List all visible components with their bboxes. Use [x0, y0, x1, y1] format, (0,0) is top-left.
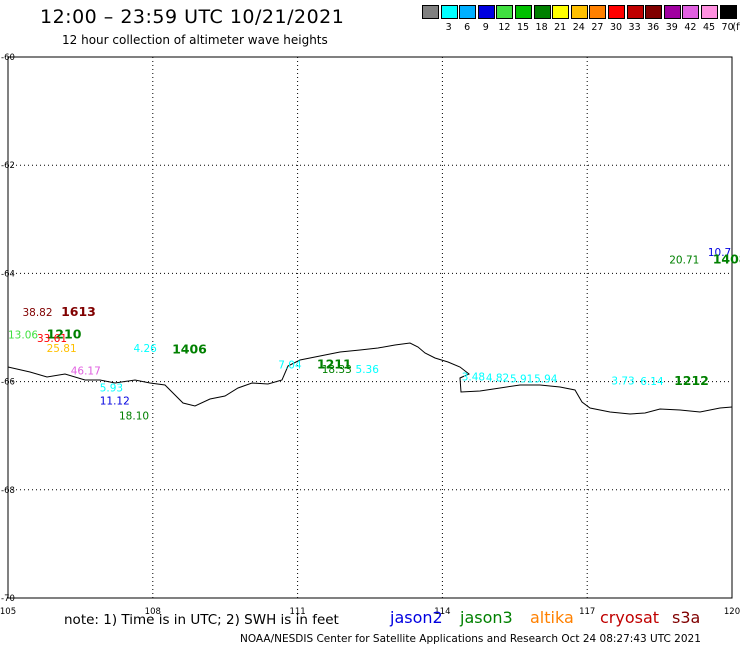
colorbar-tick-label: 36	[647, 22, 660, 33]
wave-height-label: 20.71	[669, 255, 699, 267]
latitude-tick-label: -66	[1, 378, 15, 388]
colorbar-swatch	[515, 5, 532, 19]
colorbar-tick-label: 70	[721, 22, 734, 33]
antarctic-coastline	[7, 342, 733, 415]
colorbar-swatch	[608, 5, 625, 19]
colorbar-tick-label: 3	[445, 22, 452, 33]
colorbar-tick-label: 33	[628, 22, 641, 33]
latitude-tick-label: -68	[1, 486, 15, 496]
wave-height-label: 7.04	[278, 360, 302, 372]
satellite-legend-jason2: jason2	[390, 608, 443, 627]
wave-height-label: 10.7	[708, 247, 731, 259]
colorbar-swatch	[589, 5, 607, 19]
longitude-tick-label: 114	[434, 607, 450, 617]
wave-height-label: 3.73	[611, 375, 634, 387]
colorbar-tick-label: 45	[702, 22, 716, 33]
wave-height-label: 33.61	[37, 333, 67, 345]
colorbar-swatch	[440, 5, 458, 19]
latitude-tick-label: -62	[1, 161, 15, 171]
colorbar-swatch	[701, 5, 718, 19]
colorbar-swatch	[533, 5, 551, 19]
wave-height-label: 25.81	[47, 343, 77, 355]
colorbar-tick-label: 18	[535, 22, 548, 33]
colorbar-swatch	[719, 5, 737, 19]
longitude-tick-label: 108	[145, 607, 161, 617]
observation-time-label: 1408	[713, 252, 740, 267]
footer-note: note: 1) Time is in UTC; 2) SWH is in fe…	[64, 612, 339, 628]
satellite-legend-cryosat: cryosat	[600, 608, 660, 627]
colorbar-tick-label: 21	[554, 22, 567, 33]
wave-height-label: 18.10	[119, 410, 149, 422]
wave-height-label: 13.06	[8, 329, 38, 341]
satellite-legend-altika: altika	[530, 608, 574, 627]
colorbar-swatch	[422, 5, 439, 19]
colorbar-tick-label: 39	[665, 22, 678, 33]
colorbar-tick-label: 12	[498, 22, 511, 33]
colorbar-swatch	[663, 5, 681, 19]
map-subtitle: 12 hour collection of altimeter wave hei…	[62, 33, 328, 47]
colorbar-swatch	[459, 5, 477, 19]
longitude-tick-label: 117	[579, 607, 595, 617]
colorbar-swatch	[496, 5, 514, 19]
colorbar-tick-label: 15	[516, 22, 530, 33]
colorbar-tick-label: 24	[572, 22, 585, 33]
colorbar-swatch	[477, 5, 495, 19]
wave-height-label: 6.14	[640, 376, 664, 388]
credit-line: NOAA/NESDIS Center for Satellite Applica…	[240, 633, 701, 645]
latitude-tick-label: -60	[1, 53, 15, 63]
longitude-tick-label: 111	[289, 607, 305, 617]
latitude-tick-label: -70	[1, 594, 15, 604]
map-frame	[7, 56, 733, 599]
wave-height-label: 4.26	[133, 343, 157, 355]
observation-time-label: 1212	[674, 373, 709, 388]
colorbar-unit: (ft)	[732, 22, 740, 33]
colorbar-tick-label: 6	[464, 22, 471, 33]
colorbar-tick-label: 30	[609, 22, 623, 33]
satellite-legend-s3a: s3a	[672, 608, 701, 627]
longitude-tick-label: 120	[724, 607, 740, 617]
colorbar-swatch	[682, 5, 700, 19]
observation-time-label: 1210	[47, 326, 82, 341]
observation-time-label: 1406	[172, 341, 207, 356]
satellite-legend-jason3: jason3	[460, 608, 513, 627]
colorbar-swatch	[570, 5, 588, 19]
map-title: 12:00 – 23:59 UTC 10/21/2021	[40, 6, 345, 28]
wave-height-label: 4.82	[486, 373, 509, 385]
colorbar-tick-label: 27	[591, 22, 604, 33]
wave-height-label: 3.48	[462, 372, 485, 384]
wave-height-label: 18.33	[322, 364, 352, 376]
wave-height-label: 5.91	[510, 374, 533, 386]
longitude-tick-label: 105	[0, 607, 16, 617]
wave-height-label: 5.93	[100, 382, 123, 394]
wave-height-label: 11.12	[100, 395, 130, 407]
wave-height-label: 38.82	[22, 307, 52, 319]
colorbar-tick-label: 9	[482, 22, 489, 33]
colorbar-swatch	[626, 5, 644, 19]
wave-height-label: 5.94	[534, 374, 558, 386]
colorbar-tick-label: 42	[684, 22, 697, 33]
observation-time-label: 1613	[61, 304, 96, 319]
latitude-tick-label: -64	[1, 269, 15, 279]
colorbar-swatch	[645, 5, 663, 19]
wave-height-label: 46.17	[71, 366, 101, 378]
colorbar-swatch	[552, 5, 570, 19]
wave-height-label: 5.36	[356, 364, 380, 376]
observation-time-label: 1211	[317, 357, 352, 372]
